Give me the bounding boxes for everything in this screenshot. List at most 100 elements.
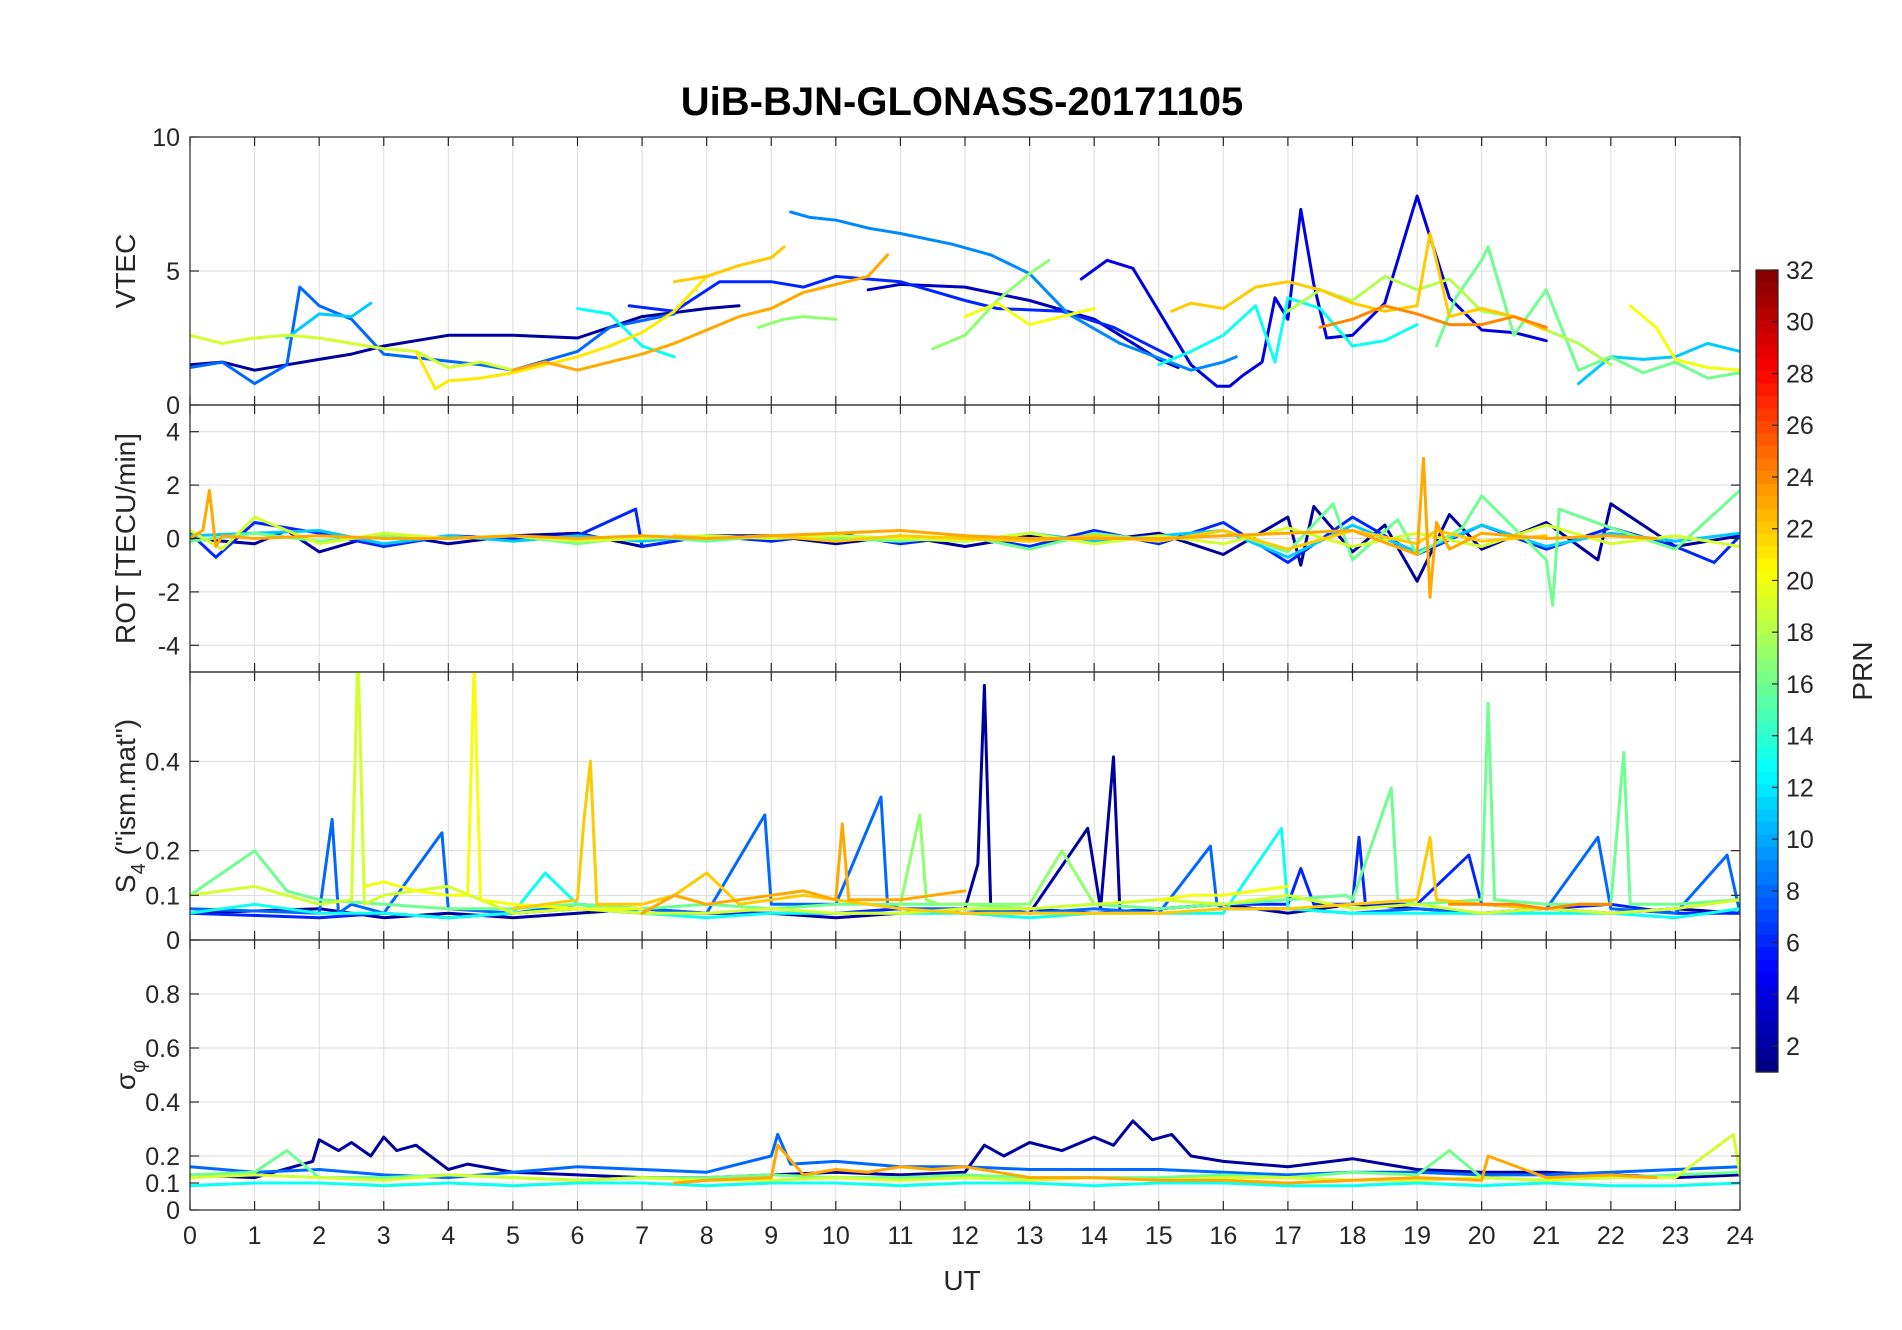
- colorbar-band: [1756, 683, 1778, 697]
- colorbar-tick-label: 2: [1786, 1033, 1800, 1061]
- colorbar-label: PRN: [1847, 641, 1878, 700]
- panel-sigma: 00.10.2 0.4 0.6 0.8 σφ: [110, 939, 1741, 1225]
- x-tick-label: 6: [571, 1222, 585, 1250]
- series-group: [190, 194, 1740, 391]
- colorbar-band: [1756, 909, 1778, 923]
- colorbar-band: [1756, 796, 1778, 810]
- colorbar-band: [1756, 470, 1778, 484]
- colorbar-band: [1756, 382, 1778, 396]
- series-prn-23: [511, 253, 889, 372]
- colorbar-band: [1756, 1046, 1778, 1061]
- colorbar-band: [1756, 570, 1778, 584]
- colorbar-band: [1756, 545, 1778, 559]
- panel-rot: -4 -2 0 2 4 ROT [TECU/min]: [110, 404, 1741, 673]
- colorbar-band: [1756, 934, 1778, 948]
- colorbar-band: [1756, 445, 1778, 459]
- colorbar-band: [1756, 495, 1778, 509]
- colorbar-band: [1756, 608, 1778, 622]
- series-prn-17: [756, 315, 838, 329]
- colorbar-band: [1756, 658, 1778, 672]
- series-group: [190, 1119, 1740, 1188]
- colorbar-band: [1756, 583, 1778, 597]
- colorbar-band: [1756, 558, 1778, 572]
- colorbar-band: [1756, 971, 1778, 985]
- panel-vtec: 0 5 10 VTEC: [110, 124, 1741, 420]
- colorbar-band: [1756, 833, 1778, 848]
- series-prn-20: [362, 672, 644, 911]
- colorbar-tick-label: 4: [1786, 981, 1800, 1009]
- colorbar-band: [1756, 483, 1778, 497]
- colorbar-band: [1756, 846, 1778, 860]
- colorbar-band: [1756, 295, 1778, 309]
- colorbar-tick-label: 26: [1786, 412, 1814, 440]
- colorbar-band: [1756, 407, 1778, 421]
- series-prn-16: [190, 1149, 1740, 1182]
- colorbar-tick-label: 24: [1786, 464, 1814, 492]
- x-tick-label: 19: [1403, 1222, 1431, 1250]
- colorbar-band: [1756, 733, 1778, 747]
- series-prn-19: [190, 515, 1740, 551]
- x-tick-label: 7: [635, 1222, 649, 1250]
- colorbar-band: [1756, 858, 1778, 873]
- y-tick-label: 0.4: [145, 748, 180, 776]
- colorbar-band: [1756, 1059, 1778, 1073]
- x-tick-label: 12: [951, 1222, 979, 1250]
- x-tick-label: 2: [312, 1222, 326, 1250]
- x-tick-labels: 0 1 2 3 4 5 6 7 8 9 10 11 12 13 14 15 16 17 18 19 20 21 22 23 24: [183, 1222, 1754, 1250]
- y-axis-label: S4 ("ism.mat"): [110, 719, 150, 893]
- colorbar-band: [1756, 307, 1778, 321]
- y-tick-label: 0.4: [145, 1089, 180, 1117]
- colorbar-band: [1756, 508, 1778, 522]
- y-tick-label: -2: [158, 579, 180, 607]
- colorbar-tick-label: 32: [1786, 257, 1814, 285]
- colorbar-tick-label: 20: [1786, 567, 1814, 595]
- colorbar-band: [1756, 1009, 1778, 1023]
- panel-s4: 0 0.1 0.2 0.4S4 ("ism.mat"): [110, 671, 1741, 955]
- colorbar-band: [1756, 1034, 1778, 1048]
- colorbar-band: [1756, 758, 1778, 772]
- x-axis-label: UT: [943, 1265, 980, 1296]
- y-axis-label: σφ: [110, 1060, 150, 1090]
- colorbar-tick-label: 12: [1786, 774, 1814, 802]
- colorbar-band: [1756, 708, 1778, 722]
- series-group: [190, 456, 1740, 607]
- series-prn-20: [963, 301, 1096, 327]
- series-prn-24: [1447, 902, 1613, 911]
- x-tick-label: 21: [1532, 1222, 1560, 1250]
- colorbar-band: [1756, 320, 1778, 334]
- x-tick-label: 23: [1662, 1222, 1690, 1250]
- series-prn-8: [190, 285, 676, 386]
- colorbar-tick-label: 18: [1786, 619, 1814, 647]
- y-tick-label: 0.8: [145, 981, 180, 1009]
- colorbar-band: [1756, 645, 1778, 660]
- x-tick-label: 22: [1597, 1222, 1625, 1250]
- series-prn-13: [576, 307, 676, 359]
- series-prn-13: [1157, 296, 1419, 367]
- colorbar-band: [1756, 520, 1778, 534]
- colorbar-band: [1756, 783, 1778, 797]
- series-prn-22: [1170, 232, 1548, 332]
- colorbar-band: [1756, 332, 1778, 346]
- series-prn-22: [672, 245, 786, 284]
- y-tick-label: 0: [166, 392, 180, 420]
- x-tick-label: 16: [1209, 1222, 1237, 1250]
- series-prn-22: [511, 759, 1548, 915]
- colorbar-band: [1756, 395, 1778, 409]
- chart-title: UiB-BJN-GLONASS-20171105: [681, 80, 1243, 124]
- colorbar-band: [1756, 595, 1778, 609]
- colorbar-band: [1756, 432, 1778, 447]
- x-tick-label: 24: [1726, 1222, 1754, 1250]
- colorbar-band: [1756, 884, 1778, 898]
- x-tick-label: 13: [1016, 1222, 1044, 1250]
- colorbar-band: [1756, 357, 1778, 371]
- y-axis-label: VTEC: [110, 234, 141, 309]
- colorbar-band: [1756, 696, 1778, 710]
- colorbar-tick-label: 30: [1786, 309, 1814, 337]
- colorbar-band: [1756, 1021, 1778, 1036]
- y-tick-label: 2: [166, 472, 180, 500]
- series-prn-16: [190, 701, 1740, 911]
